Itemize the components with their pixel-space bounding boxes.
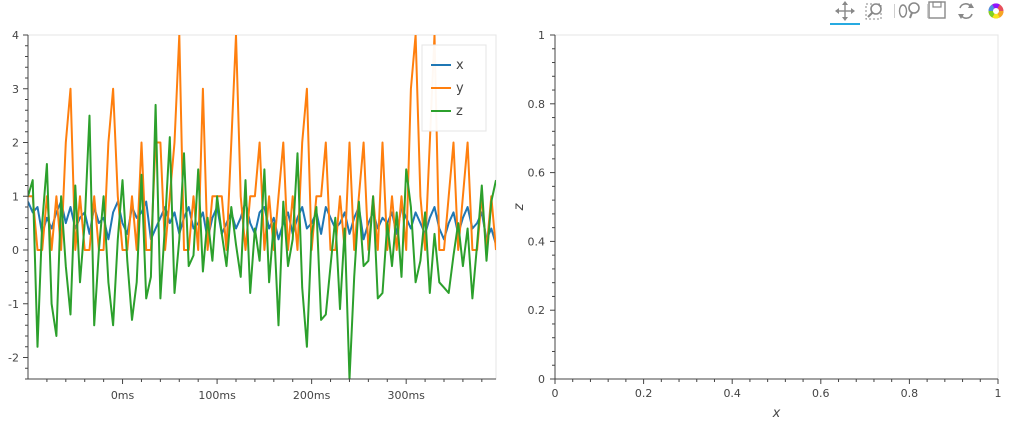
x-axis-label: x (772, 406, 781, 421)
legend-label-y: y (456, 81, 464, 96)
box-zoom-icon (865, 3, 882, 20)
bokeh-logo[interactable] (980, 0, 1009, 22)
legend-item-x[interactable]: x (431, 58, 464, 73)
y-tick-label: 1 (12, 190, 19, 203)
legend[interactable]: xyz (421, 44, 487, 132)
plot-toolbar (828, 0, 1009, 26)
x-tick-label: 0.4 (723, 387, 741, 400)
x-tick-label: 300ms (387, 389, 425, 402)
y-tick-label: 0.6 (528, 167, 546, 180)
pan-icon (835, 1, 855, 21)
x-tick-label: 100ms (198, 389, 236, 402)
scatter-axes: 00 0.2 0.2 0.4 0.4 0.6 0.6 0.8 0.8 1 1 x z (512, 29, 1002, 421)
wheel-zoom-tool-button[interactable] (896, 0, 926, 22)
reset-tool-button[interactable] (952, 0, 982, 22)
y-tick-label: 2 (12, 137, 19, 150)
y-tick-label: 4 (12, 29, 19, 42)
save-icon (928, 1, 946, 19)
x-tick-label: 0.2 (635, 387, 653, 400)
scatter-plot[interactable]: 00 0.2 0.2 0.4 0.4 0.6 0.6 0.8 0.8 1 1 x z (505, 0, 1009, 424)
box-zoom-tool-button[interactable] (862, 0, 892, 22)
plot-frame (554, 34, 999, 380)
x-tick-label: 1 (995, 387, 1002, 400)
x-tick-label: 0.8 (901, 387, 919, 400)
scatter-frame (554, 34, 999, 380)
bokeh-logo-icon (988, 3, 1004, 19)
toolbar-separator (927, 4, 928, 18)
x-tick-label: 0ms (111, 389, 135, 402)
y-tick-label: 0.2 (528, 304, 546, 317)
timeseries-lines (28, 35, 496, 379)
legend-item-z[interactable]: z (431, 104, 463, 119)
legend-label-x: x (456, 58, 464, 73)
y-tick-label: 3 (12, 83, 19, 96)
y-tick-label: 0.4 (528, 235, 546, 248)
y-tick-label: 0 (12, 244, 19, 257)
active-tool-indicator (830, 23, 860, 25)
toolbar-separator (894, 4, 895, 18)
timeseries-plot[interactable]: -2 -1 0 1 2 3 4 0ms 100ms 200ms 300ms xyz (0, 0, 505, 424)
save-tool-button[interactable] (928, 0, 958, 22)
y-tick-label: 0 (538, 373, 545, 386)
wheel-zoom-icon (898, 2, 920, 19)
timeseries-axes: -2 -1 0 1 2 3 4 0ms 100ms 200ms 300ms (8, 29, 496, 402)
legend-item-y[interactable]: y (431, 81, 464, 96)
y-axis-label: z (512, 202, 527, 211)
legend-label-z: z (456, 104, 463, 119)
series-line-z (28, 103, 496, 379)
pan-tool-button[interactable] (830, 0, 860, 25)
y-tick-label: -2 (8, 352, 19, 365)
reset-icon (958, 3, 974, 19)
y-tick-label: -1 (8, 298, 19, 311)
x-tick-label: 200ms (293, 389, 331, 402)
y-tick-label: 0.8 (528, 98, 546, 111)
x-tick-label: 0.6 (812, 387, 830, 400)
x-tick-label: 0 (552, 387, 559, 400)
y-tick-label: 1 (538, 29, 545, 42)
